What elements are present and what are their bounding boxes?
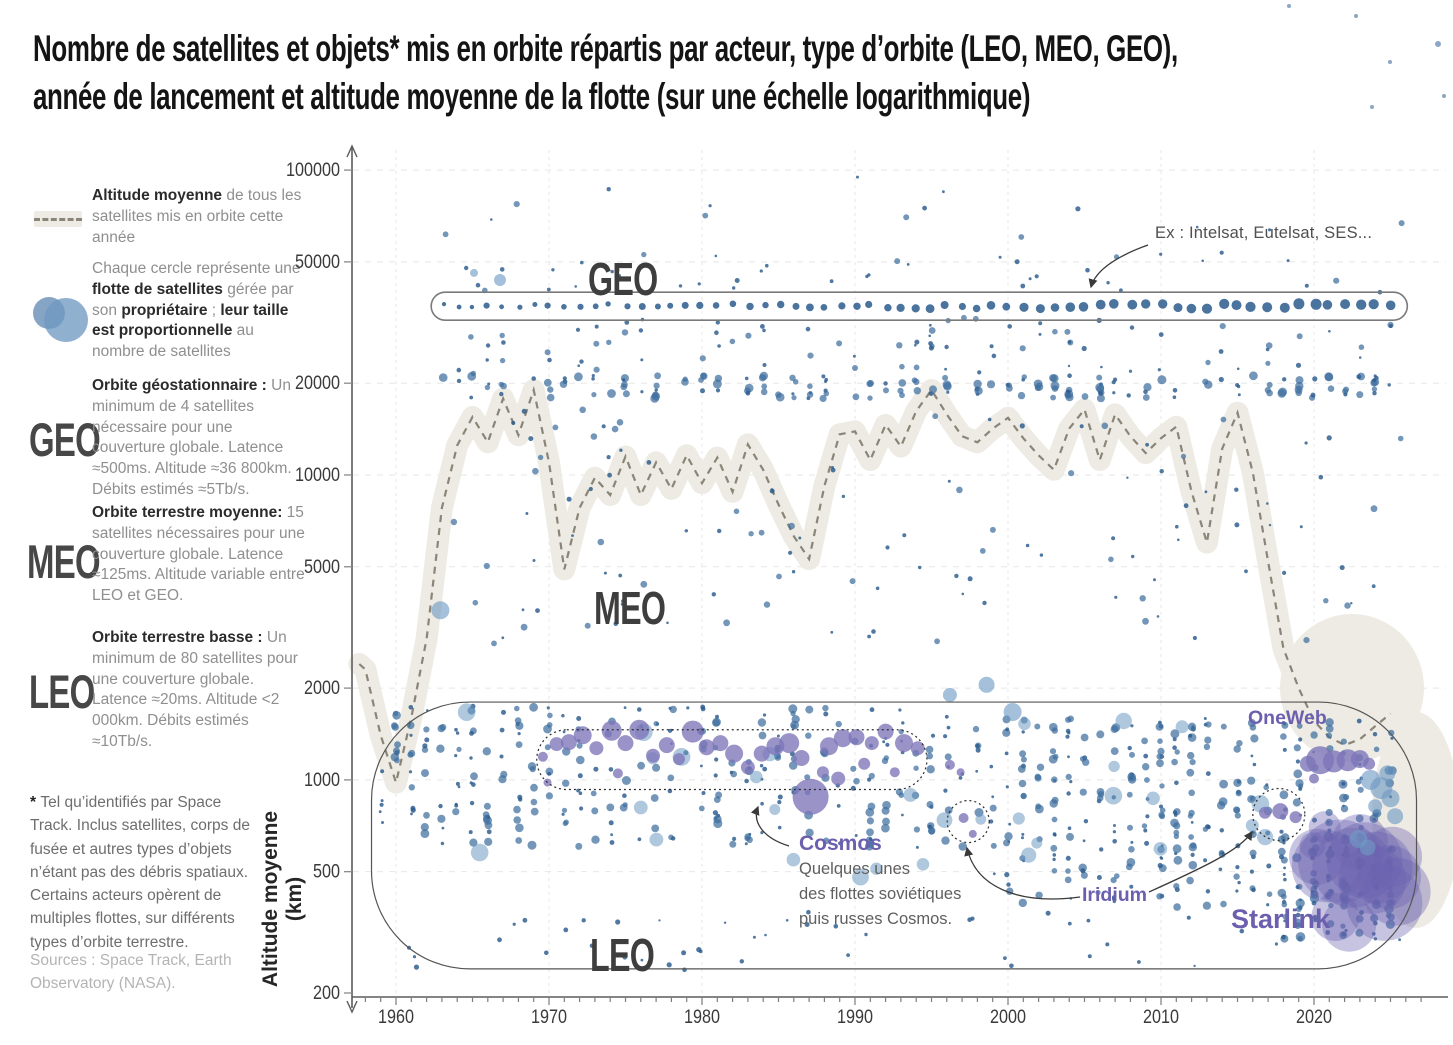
oneweb-fleet-circles	[1299, 746, 1376, 784]
notable-blue-fleets	[431, 268, 1404, 856]
title-line-2: année de lancement et altitude moyenne d…	[33, 76, 1031, 117]
x-tick-label: 1960	[378, 1007, 414, 1028]
y-tick-label: 2000	[304, 678, 340, 699]
cosmos-annotation-body: Quelques unes des flottes soviétiques pu…	[799, 860, 962, 928]
iridium-left-arrow	[964, 846, 1081, 900]
legend-mean-altitude-text: Altitude moyenne de tous les satellites …	[92, 187, 302, 246]
sidebar-geo-text: Orbite géostationnaire : Un minimum de 4…	[92, 377, 292, 498]
sources: Sources : Space Track, Earth Observatory…	[30, 952, 232, 993]
geo-example-arrow	[1088, 244, 1149, 289]
y-tick-label: 50000	[295, 252, 340, 273]
x-tick-label: 1990	[837, 1007, 873, 1028]
x-tick-label: 1970	[531, 1007, 567, 1028]
y-tick-label: 5000	[304, 557, 340, 578]
iridium-1997-circles	[958, 813, 977, 838]
meo-zone-label: MEO	[594, 582, 666, 634]
annotation-arrows	[750, 244, 1253, 900]
iridium-right-arrow	[1148, 830, 1253, 893]
y-axis-title: Altitude moyenne (km)	[259, 810, 306, 988]
legend-fleet-circle-text: Chaque cercle représente une flotte de s…	[92, 260, 301, 361]
fleet-circles-icon	[33, 297, 88, 342]
y-tick-label: 1000	[304, 770, 340, 791]
iridium-dotted-circle-1	[946, 799, 990, 844]
y-tick-label: 20000	[295, 373, 340, 394]
cosmos-label: Cosmos	[799, 832, 882, 855]
starlink-label: Starlink	[1231, 904, 1331, 934]
leo-box-outline	[370, 701, 1418, 970]
iridium-label: Iridium	[1082, 884, 1148, 906]
iridium-next-circles	[1259, 803, 1302, 824]
footnote: * Tel qu’identifiés par Space Track. Inc…	[30, 794, 250, 951]
sidebar-leo-tag: LEO	[29, 665, 95, 718]
oneweb-label: OneWeb	[1248, 707, 1327, 729]
mean-line-halo	[348, 379, 1453, 928]
geo-band-outline	[430, 291, 1409, 321]
geo-fleet-dots	[441, 298, 1396, 314]
title-line-1: Nombre de satellites et objets* mis en o…	[33, 28, 1178, 69]
x-tick-label: 2020	[1296, 1007, 1332, 1028]
cosmos-fleet-circles	[537, 719, 965, 815]
background-scatter	[378, 4, 1446, 973]
y-tick-label: 500	[313, 862, 340, 883]
cosmos-arrow	[750, 805, 790, 847]
cosmos-dotted-box	[536, 729, 928, 791]
orbit-boxes	[370, 291, 1418, 970]
iridium-dotted-circle-2	[1252, 787, 1306, 842]
mean-altitude-line-icon	[34, 211, 82, 227]
sidebar-meo-text: Orbite terrestre moyenne: 15 satellites …	[92, 504, 305, 605]
geo-example-annotation: Ex : Intelsat, Eutelsat, SES...	[1155, 224, 1373, 242]
x-tick-label: 1980	[684, 1007, 720, 1028]
y-tick-label: 100000	[286, 160, 340, 181]
geo-zone-label: GEO	[588, 253, 658, 305]
page-title: Nombre de satellites et objets* mis en o…	[33, 25, 1453, 121]
gridlines	[353, 150, 1446, 993]
sidebar-geo-tag: GEO	[29, 413, 101, 466]
sidebar-leo-text: Orbite terrestre basse : Un minimum de 8…	[92, 629, 298, 750]
leo-zone-label: LEO	[590, 929, 655, 981]
axes: 100000 50000 20000 10000 5000 2000 1000 500 200 1…	[286, 144, 1448, 1028]
y-tick-label: 200	[313, 983, 340, 1004]
x-tick-label: 2000	[990, 1007, 1026, 1028]
y-tick-label: 10000	[295, 465, 340, 486]
sidebar-meo-tag: MEO	[27, 535, 101, 588]
x-tick-label: 2010	[1143, 1007, 1179, 1028]
